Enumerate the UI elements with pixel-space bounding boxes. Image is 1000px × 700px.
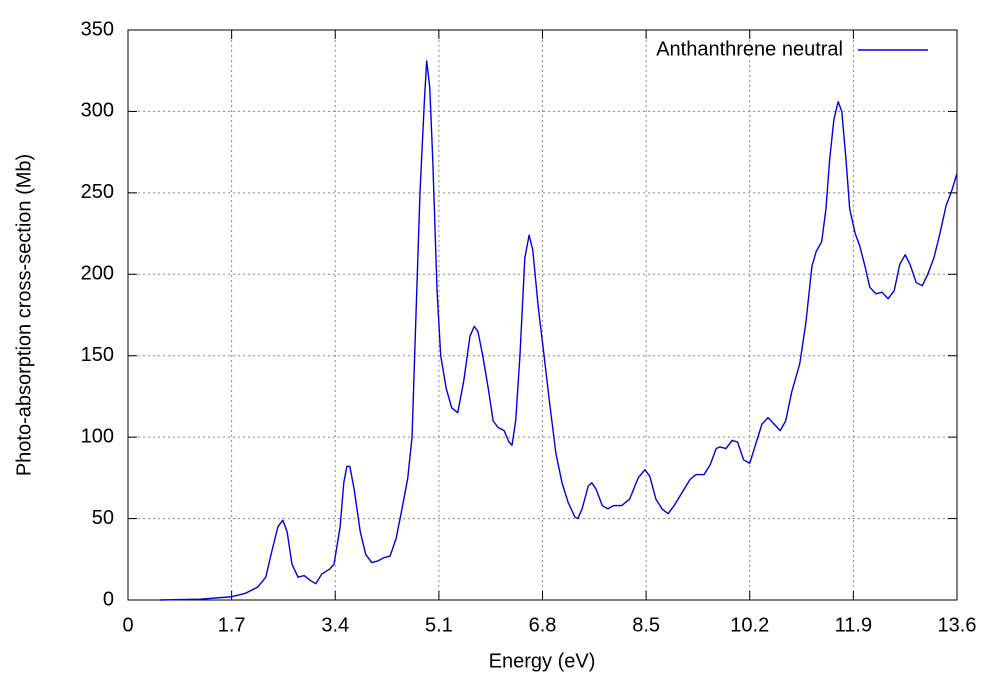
- y-tick-label: 0: [103, 588, 114, 610]
- y-tick-label: 50: [92, 507, 114, 529]
- x-tick-label: 5.1: [425, 614, 453, 636]
- x-tick-label: 10.2: [730, 614, 769, 636]
- x-tick-label: 0: [122, 614, 133, 636]
- y-axis-label: Photo-absorption cross-section (Mb): [13, 154, 35, 476]
- x-tick-label: 11.9: [835, 614, 872, 636]
- data-line: [159, 60, 958, 601]
- y-tick-label: 300: [81, 100, 114, 122]
- x-tick-label: 13.6: [938, 614, 977, 636]
- x-tick-label: 1.7: [218, 614, 246, 636]
- y-tick-label: 250: [81, 181, 114, 203]
- y-tick-label: 350: [81, 18, 114, 40]
- legend-label: Anthanthrene neutral: [656, 38, 843, 60]
- y-tick-label: 200: [81, 263, 114, 285]
- x-tick-label: 3.4: [321, 614, 349, 636]
- x-tick-label: 6.8: [529, 614, 557, 636]
- x-tick-label: 8.5: [632, 614, 660, 636]
- y-tick-label: 150: [81, 344, 114, 366]
- plot-frame: [127, 29, 958, 601]
- y-tick-label: 100: [81, 425, 114, 447]
- x-axis-label: Energy (eV): [489, 650, 596, 672]
